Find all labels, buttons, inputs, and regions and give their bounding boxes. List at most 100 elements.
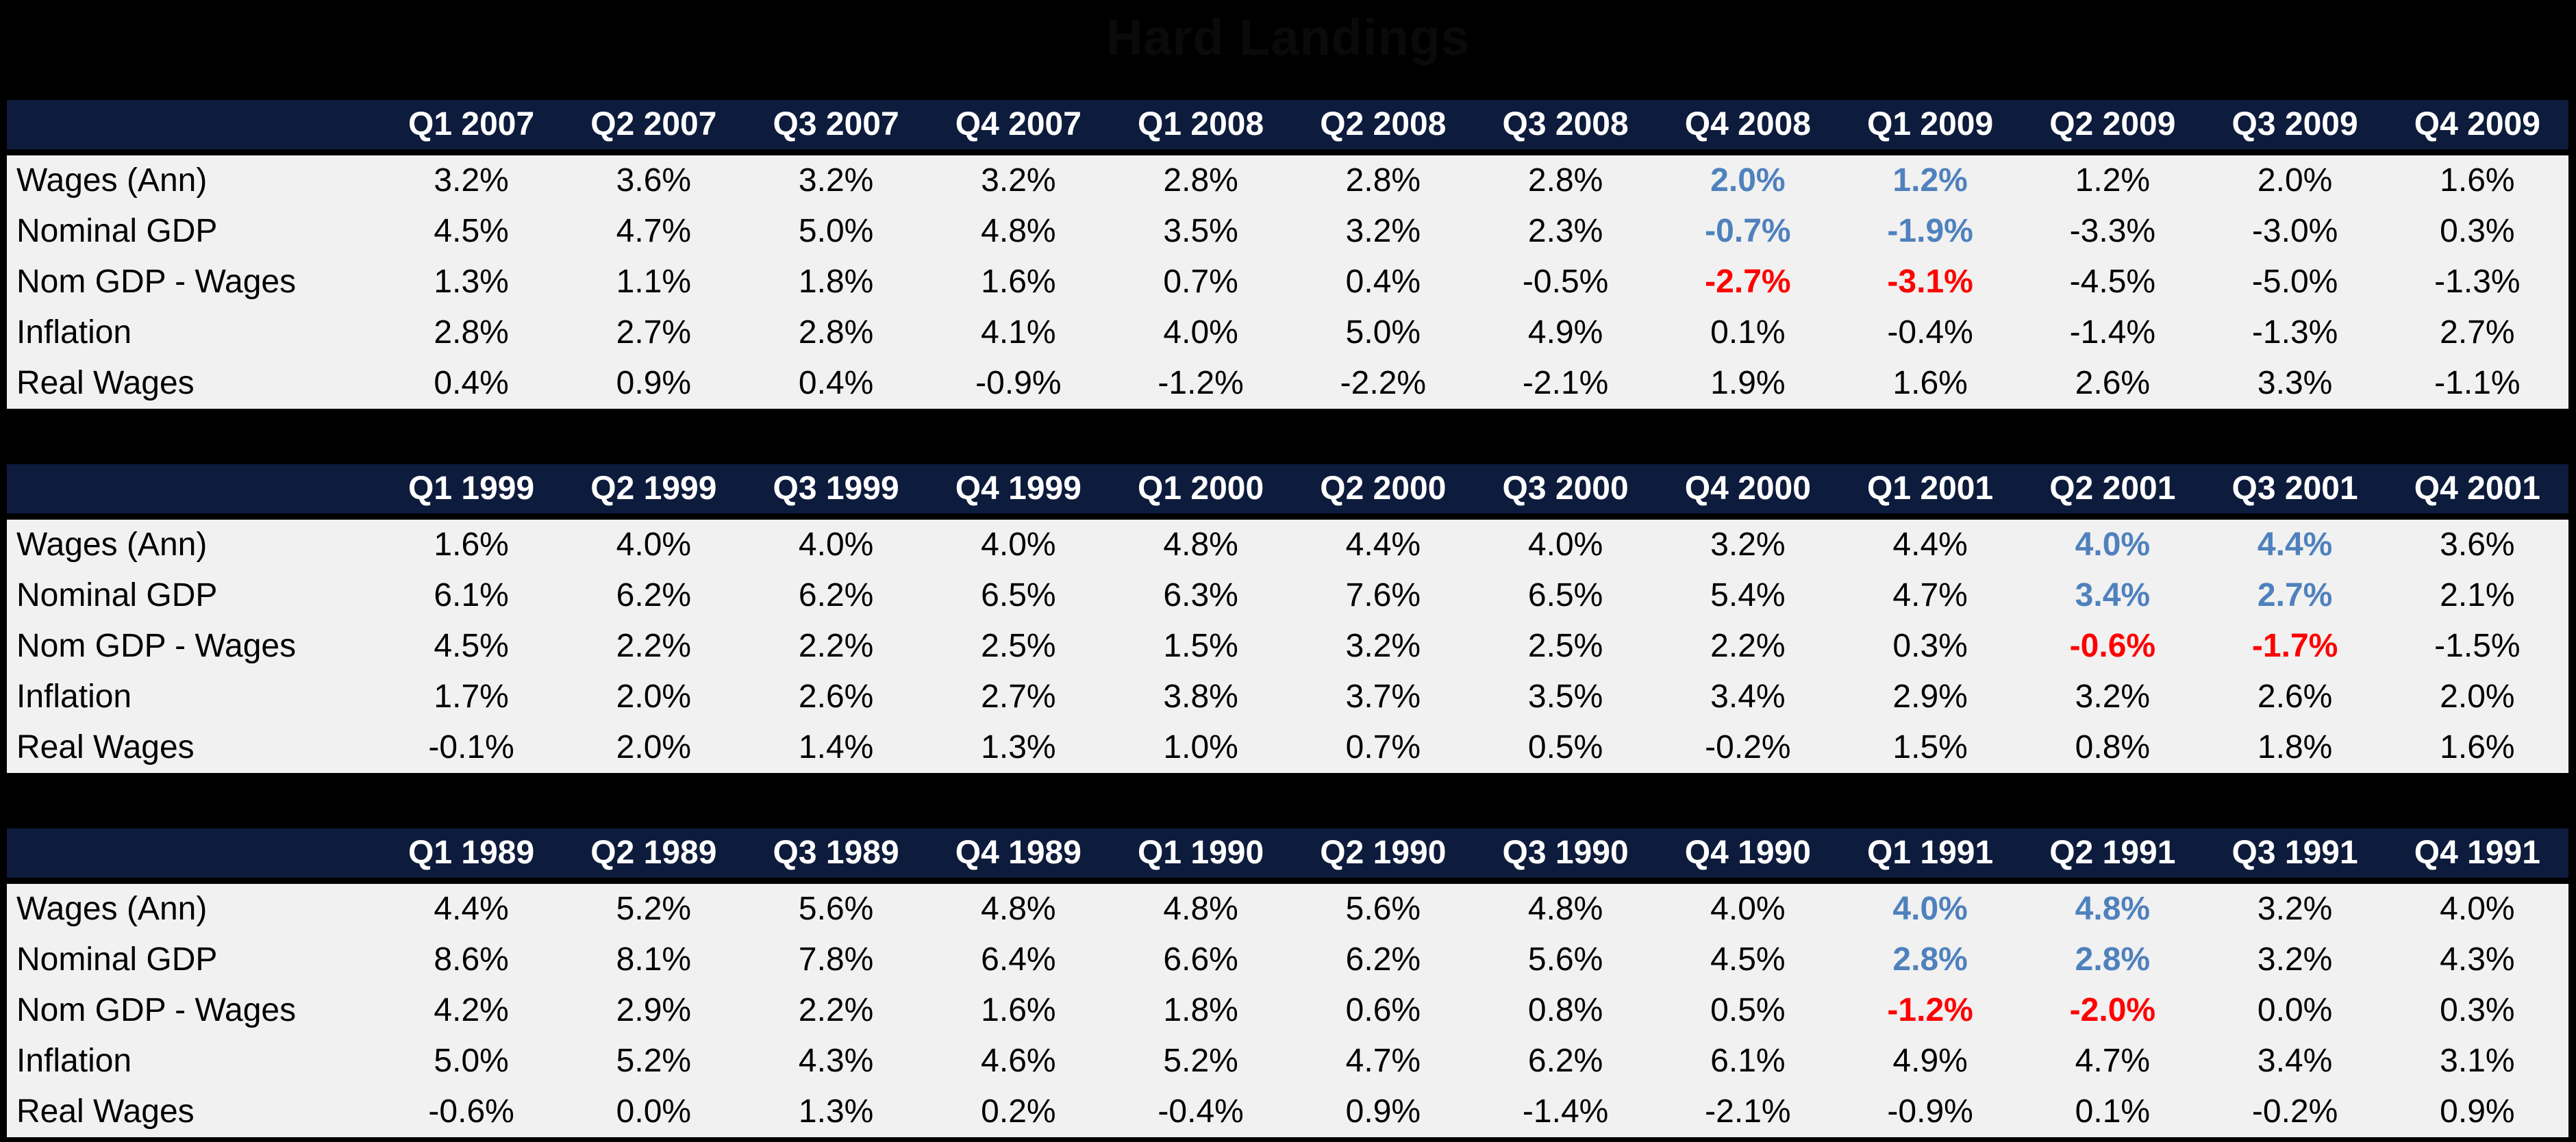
table-cell: 6.2% (616, 577, 692, 613)
column-header: Q1 1989 (408, 835, 535, 871)
row-label: Wages (Ann) (16, 526, 208, 563)
table-cell: -2.2% (1340, 365, 1427, 401)
table-cell: 0.7% (1345, 729, 1421, 765)
table-cell: 3.2% (1345, 628, 1421, 664)
table-cell: 0.2% (981, 1093, 1056, 1130)
row-label: Nom GDP - Wages (16, 628, 297, 664)
table-cell: 3.8% (1163, 678, 1238, 715)
table-cell: 3.2% (798, 162, 874, 199)
table-cell: 0.4% (798, 365, 874, 401)
table-cell: 5.6% (798, 891, 874, 927)
table-body: Wages (Ann) 3.2% 3.6% 3.2% 3.2% 2.8% 2.8% 2.8% 2… (7, 155, 2568, 409)
table-cell: -1.3% (2434, 264, 2521, 300)
table-cell: 1.2% (2075, 162, 2151, 199)
table-cell: 3.4% (1710, 678, 1786, 715)
table-cell: 1.9% (1710, 365, 1786, 401)
table-cell: 4.3% (798, 1043, 874, 1079)
table-cell: 3.4% (2257, 1043, 2333, 1079)
table-row: Nominal GDP 4.5% 4.7% 5.0% 4.8% 3.5% 3.2% 2.3% -… (7, 206, 2568, 257)
column-header: Q2 2000 (1320, 470, 1447, 507)
row-label: Real Wages (16, 1093, 195, 1130)
table-cell: 2.7% (2440, 314, 2515, 351)
table-cell: 3.2% (2257, 941, 2333, 978)
table-cell: 4.8% (2075, 891, 2151, 927)
table-cell: 2.8% (1892, 941, 1968, 978)
column-header: Q3 1990 (1502, 835, 1629, 871)
table-cell: 5.0% (798, 213, 874, 249)
table-cell: -2.1% (1705, 1093, 1791, 1130)
table-cell: 5.6% (1527, 941, 1603, 978)
table-row: Wages (Ann) 4.4% 5.2% 5.6% 4.8% 4.8% 5.6% 4.8% 4… (7, 884, 2568, 935)
column-header: Q1 2001 (1867, 470, 1994, 507)
table-cell: 2.2% (798, 992, 874, 1028)
table-cell: 2.2% (1710, 628, 1786, 664)
table-cell: -1.9% (1887, 213, 1973, 249)
table-cell: 4.0% (616, 526, 692, 563)
row-label: Nominal GDP (16, 577, 218, 613)
table-cell: 2.6% (2075, 365, 2151, 401)
column-header: Q3 2009 (2231, 106, 2358, 142)
column-header: Q2 1991 (2049, 835, 2176, 871)
table-cell: 2.8% (1163, 162, 1238, 199)
column-header: Q1 1991 (1867, 835, 1994, 871)
column-header: Q1 1999 (408, 470, 535, 507)
table-cell: 2.0% (2440, 678, 2515, 715)
table-cell: -5.0% (2251, 264, 2338, 300)
table-row: Nom GDP - Wages 4.2% 2.9% 2.2% 1.6% 1.8% 0.6% 0… (7, 985, 2568, 1036)
table-cell: 2.0% (1710, 162, 1786, 199)
table-cell: 1.6% (434, 526, 509, 563)
column-header: Q4 2008 (1684, 106, 1811, 142)
table-cell: 2.0% (616, 729, 692, 765)
column-header: Q2 1989 (590, 835, 717, 871)
table-cell: 2.9% (616, 992, 692, 1028)
table-cell: -4.5% (2069, 264, 2156, 300)
table-cell: 4.9% (1527, 314, 1603, 351)
table-cell: -0.1% (428, 729, 514, 765)
table-cell: 4.5% (434, 213, 509, 249)
table-header-row: Q1 2007 Q2 2007 Q3 2007 Q4 2007 Q1 2008 Q2 20… (7, 100, 2568, 155)
table-cell: 0.4% (1345, 264, 1421, 300)
table-cell: 5.0% (1345, 314, 1421, 351)
table-cell: -0.6% (428, 1093, 514, 1130)
table-cell: 4.7% (2075, 1043, 2151, 1079)
table-cell: 2.8% (1345, 162, 1421, 199)
table-cell: 4.8% (1163, 526, 1238, 563)
table-row: Nominal GDP 8.6% 8.1% 7.8% 6.4% 6.6% 6.2% 5.6% 4… (7, 935, 2568, 985)
table-cell: 4.2% (434, 992, 509, 1028)
header-label-spacer (7, 464, 380, 513)
table-cell: 4.3% (2440, 941, 2515, 978)
table-cell: 4.0% (798, 526, 874, 563)
table-cell: 2.3% (1527, 213, 1603, 249)
column-header: Q4 2000 (1684, 470, 1811, 507)
table-cell: 0.0% (2257, 992, 2333, 1028)
table-cell: 0.0% (616, 1093, 692, 1130)
table-row: Real Wages -0.6% 0.0% 1.3% 0.2% -0.4% 0.9% -1.4… (7, 1087, 2568, 1137)
row-label: Nom GDP - Wages (16, 992, 297, 1028)
table-cell: 1.8% (2257, 729, 2333, 765)
column-header: Q3 2001 (2231, 470, 2358, 507)
table-cell: 2.8% (2075, 941, 2151, 978)
table-cell: 0.4% (434, 365, 509, 401)
table-cell: 4.4% (434, 891, 509, 927)
quarterly-table-2007-2009: Q1 2007 Q2 2007 Q3 2007 Q4 2007 Q1 2008 Q2 20… (7, 100, 2568, 409)
table-cell: 3.4% (2075, 577, 2151, 613)
column-header: Q3 2007 (773, 106, 899, 142)
table-cell: 4.0% (1527, 526, 1603, 563)
table-cell: 0.8% (2075, 729, 2151, 765)
table-cell: 3.3% (2257, 365, 2333, 401)
table-cell: 6.6% (1163, 941, 1238, 978)
table-cell: 6.3% (1163, 577, 1238, 613)
table-cell: 2.5% (981, 628, 1056, 664)
table-cell: 4.9% (1892, 1043, 1968, 1079)
table-body: Wages (Ann) 1.6% 4.0% 4.0% 4.0% 4.8% 4.4% 4.0% 3… (7, 520, 2568, 773)
column-header: Q1 2009 (1867, 106, 1994, 142)
column-header: Q2 2007 (590, 106, 717, 142)
table-cell: 4.4% (1345, 526, 1421, 563)
row-label: Wages (Ann) (16, 162, 208, 199)
table-cell: -0.2% (2251, 1093, 2338, 1130)
table-cell: 5.2% (616, 1043, 692, 1079)
table-cell: 3.6% (616, 162, 692, 199)
table-cell: 3.2% (1345, 213, 1421, 249)
column-header: Q2 1990 (1320, 835, 1447, 871)
table-cell: 1.1% (616, 264, 692, 300)
